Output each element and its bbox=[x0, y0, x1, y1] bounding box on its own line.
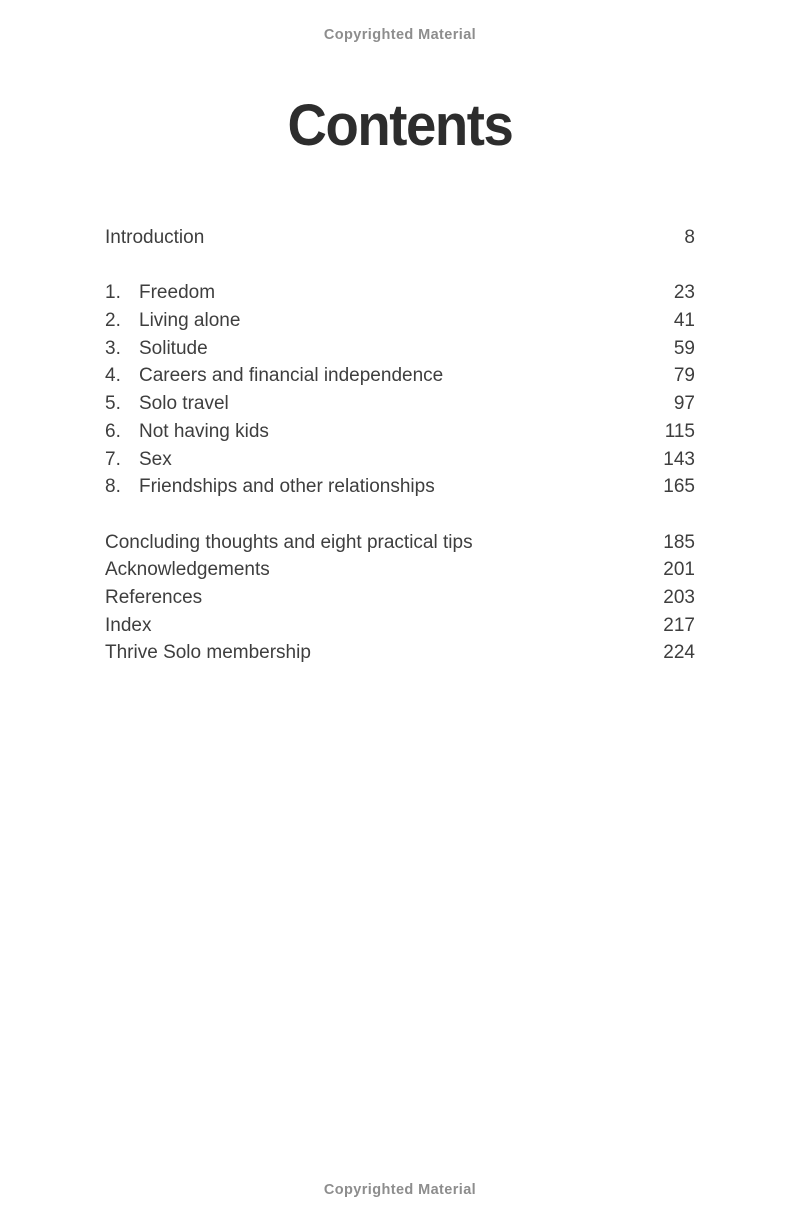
toc-entry-chapter-5: 5. Solo travel 97 bbox=[105, 390, 695, 418]
toc-entry-chapter-2: 2. Living alone 41 bbox=[105, 307, 695, 335]
toc-entry-page-number: 201 bbox=[663, 559, 695, 581]
toc-entry-page-number: 79 bbox=[673, 365, 695, 387]
toc-entry-chapter-6: 6. Not having kids 115 bbox=[105, 418, 695, 446]
copyright-notice-bottom: Copyrighted Material bbox=[323, 1182, 477, 1198]
toc-entry-label: Solo travel bbox=[139, 393, 229, 415]
toc-entry-page-number: 41 bbox=[673, 310, 695, 332]
toc-entry-chapter-4: 4. Careers and financial independence 79 bbox=[105, 362, 695, 390]
spacer bbox=[105, 252, 695, 280]
toc-entry-chapter-8: 8. Friendships and other relationships 1… bbox=[105, 473, 695, 501]
toc-entry-references: References 203 bbox=[105, 584, 695, 612]
toc-entry-acknowledgements: Acknowledgements 201 bbox=[105, 556, 695, 584]
chapter-number: 1. bbox=[105, 282, 121, 304]
toc-entry-concluding-thoughts: Concluding thoughts and eight practical … bbox=[105, 529, 695, 557]
toc-entry-page-number: 217 bbox=[663, 614, 695, 636]
toc-entry-label: Concluding thoughts and eight practical … bbox=[105, 531, 473, 553]
toc-entry-label: Solitude bbox=[139, 337, 208, 359]
chapter-number: 3. bbox=[105, 337, 121, 359]
toc-entry-page-number: 203 bbox=[663, 586, 695, 608]
toc-entry-page-number: 97 bbox=[673, 393, 695, 415]
chapter-number: 4. bbox=[105, 365, 121, 387]
chapter-number: 7. bbox=[105, 448, 121, 470]
toc-entry-label: Careers and financial independence bbox=[139, 365, 444, 387]
toc-entry-label: Freedom bbox=[139, 282, 216, 304]
toc-entry-label: Sex bbox=[139, 448, 172, 470]
toc-entry-label: Friendships and other relationships bbox=[139, 476, 435, 498]
chapter-number: 5. bbox=[105, 393, 121, 415]
toc-entry-page-number: 185 bbox=[663, 531, 695, 553]
copyright-notice-top: Copyrighted Material bbox=[323, 27, 477, 43]
toc-entry-introduction: Introduction 8 bbox=[105, 224, 695, 252]
toc-entry-page-number: 8 bbox=[684, 227, 695, 248]
toc-entry-page-number: 59 bbox=[673, 337, 695, 359]
toc-entry-label: Introduction bbox=[105, 227, 205, 248]
table-of-contents: Introduction 8 1. Freedom 23 2. Living a… bbox=[105, 224, 695, 667]
toc-entry-page-number: 143 bbox=[663, 448, 695, 470]
spacer bbox=[105, 501, 695, 529]
toc-entry-chapter-1: 1. Freedom 23 bbox=[105, 279, 695, 307]
chapter-number: 6. bbox=[105, 420, 121, 442]
chapter-number: 2. bbox=[105, 310, 121, 332]
page-title: Contents bbox=[287, 93, 514, 158]
toc-entry-label: Thrive Solo membership bbox=[105, 642, 311, 664]
chapter-number: 8. bbox=[105, 476, 121, 498]
toc-entry-page-number: 115 bbox=[664, 420, 695, 442]
toc-entry-page-number: 165 bbox=[663, 476, 695, 498]
toc-entry-label: References bbox=[105, 586, 203, 608]
toc-entry-chapter-3: 3. Solitude 59 bbox=[105, 335, 695, 363]
toc-entry-label: Living alone bbox=[139, 310, 241, 332]
toc-entry-label: Acknowledgements bbox=[105, 559, 270, 581]
toc-entry-thrive-solo-membership: Thrive Solo membership 224 bbox=[105, 639, 695, 667]
toc-entry-index: Index 217 bbox=[105, 612, 695, 640]
toc-entry-label: Index bbox=[105, 614, 152, 636]
toc-entry-chapter-7: 7. Sex 143 bbox=[105, 446, 695, 474]
toc-entry-page-number: 224 bbox=[663, 642, 695, 664]
toc-entry-page-number: 23 bbox=[673, 282, 695, 304]
toc-entry-label: Not having kids bbox=[139, 420, 269, 442]
